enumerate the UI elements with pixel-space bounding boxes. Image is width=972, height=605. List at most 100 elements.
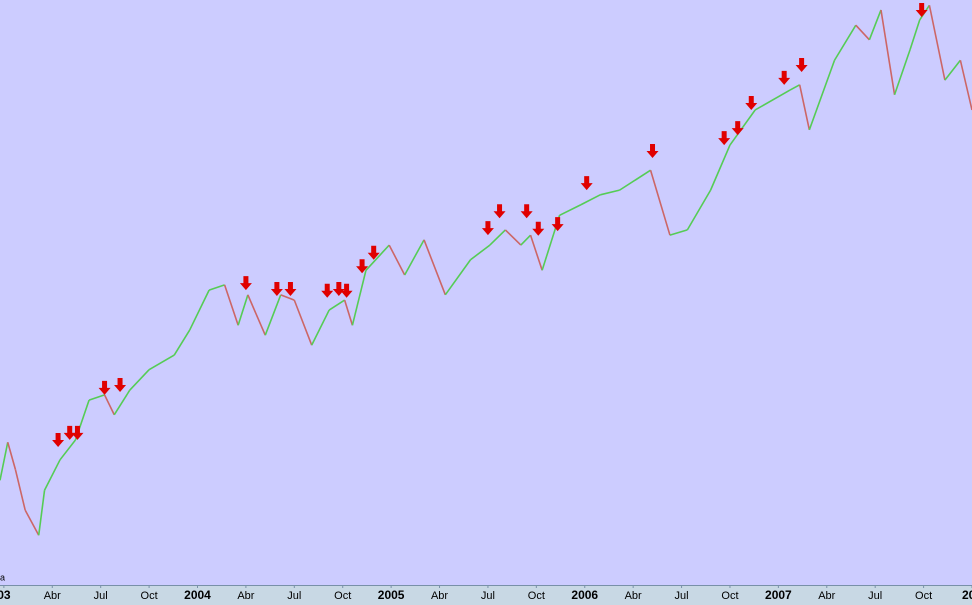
signal-arrow <box>332 282 345 297</box>
price-segment <box>237 294 249 326</box>
price-segment <box>148 354 175 371</box>
x-tick-label: Jul <box>94 590 108 602</box>
price-segment <box>311 309 330 346</box>
signal-arrow <box>532 221 545 236</box>
x-tick-label: 2007 <box>765 588 792 602</box>
price-segment <box>669 229 688 236</box>
x-tick-label: Abr <box>44 590 61 602</box>
price-segment <box>709 144 731 191</box>
price-segment <box>808 59 836 131</box>
x-tick-label: 2005 <box>378 588 405 602</box>
x-tick-label: Abr <box>625 590 642 602</box>
price-segment <box>0 442 9 481</box>
price-segment <box>959 60 972 111</box>
signal-arrow <box>63 425 76 440</box>
x-tick-label: Oct <box>528 590 545 602</box>
price-segment <box>686 189 712 231</box>
signal-arrow <box>646 143 659 158</box>
price-segment <box>529 234 543 271</box>
x-tick-label: Jul <box>481 590 495 602</box>
signal-arrow <box>321 283 334 298</box>
price-segment <box>59 439 77 461</box>
price-segment <box>754 89 791 111</box>
x-tick-label: Abr <box>237 590 254 602</box>
signal-arrow <box>520 204 533 219</box>
signal-arrow <box>731 121 744 136</box>
price-segment <box>247 294 267 336</box>
plot-background <box>0 0 972 585</box>
price-segment <box>328 299 346 311</box>
price-segment <box>833 24 857 61</box>
price-segment <box>351 270 367 326</box>
price-segment <box>343 299 354 326</box>
price-segment <box>173 329 191 356</box>
price-segment <box>909 19 921 50</box>
price-segment <box>444 259 472 296</box>
price-segment <box>223 284 239 326</box>
price-segment <box>208 284 225 291</box>
price-segment <box>103 394 115 416</box>
x-tick-label: Abr <box>431 590 448 602</box>
price-segment <box>280 294 295 301</box>
signal-arrow <box>778 70 791 85</box>
signal-arrow <box>284 282 297 297</box>
corner-label: a <box>0 572 5 582</box>
x-tick-label: 2006 <box>571 588 598 602</box>
signal-arrow <box>340 283 353 298</box>
price-segment <box>559 204 582 216</box>
price-segment <box>489 229 506 246</box>
signal-arrow <box>356 259 369 274</box>
price-segment <box>868 9 882 41</box>
price-segment <box>264 294 282 336</box>
price-segment <box>789 84 801 91</box>
signal-arrow <box>795 57 808 72</box>
price-segment <box>880 9 896 95</box>
price-segment <box>619 169 652 191</box>
signal-arrow <box>745 95 758 110</box>
x-tick-label: 03 <box>0 588 11 602</box>
x-tick-label: Abr <box>818 590 835 602</box>
x-tick-label: Oct <box>915 590 932 602</box>
signal-arrow <box>580 176 593 191</box>
price-segment <box>798 84 811 131</box>
x-tick-label: Oct <box>141 590 158 602</box>
price-segment <box>129 369 150 391</box>
price-segment <box>893 49 911 96</box>
signal-arrow <box>114 377 127 392</box>
price-segment <box>43 459 61 491</box>
x-tick-label: Oct <box>721 590 738 602</box>
signal-arrow <box>915 2 928 17</box>
price-segment <box>928 5 946 81</box>
price-segment <box>944 59 962 81</box>
price-segment <box>189 289 210 331</box>
price-segment <box>88 394 105 401</box>
price-segment <box>520 234 532 246</box>
price-segment <box>855 24 870 41</box>
signal-arrow <box>551 217 564 232</box>
signal-arrow <box>481 221 494 236</box>
x-tick-label: 2004 <box>184 588 211 602</box>
price-segment <box>293 299 313 346</box>
price-segment <box>504 229 522 246</box>
signal-arrow <box>71 425 84 440</box>
signal-arrow <box>493 204 506 219</box>
price-segment <box>649 170 671 236</box>
signal-arrow <box>52 432 65 447</box>
x-tick-label: Jul <box>868 590 882 602</box>
price-segment <box>6 442 17 470</box>
price-segment <box>470 244 491 261</box>
price-segment <box>580 194 601 206</box>
signal-arrow <box>718 131 731 146</box>
x-tick-label: Jul <box>675 590 689 602</box>
price-segment <box>729 109 756 146</box>
price-segment <box>423 239 447 296</box>
x-tick-label: 200 <box>962 588 972 602</box>
price-segment <box>37 490 46 536</box>
x-tick-label: Jul <box>287 590 301 602</box>
signal-arrow <box>239 276 252 291</box>
x-tick-label: Oct <box>334 590 351 602</box>
price-segment <box>14 469 26 511</box>
price-segment <box>113 389 131 416</box>
signal-arrow <box>367 245 380 260</box>
